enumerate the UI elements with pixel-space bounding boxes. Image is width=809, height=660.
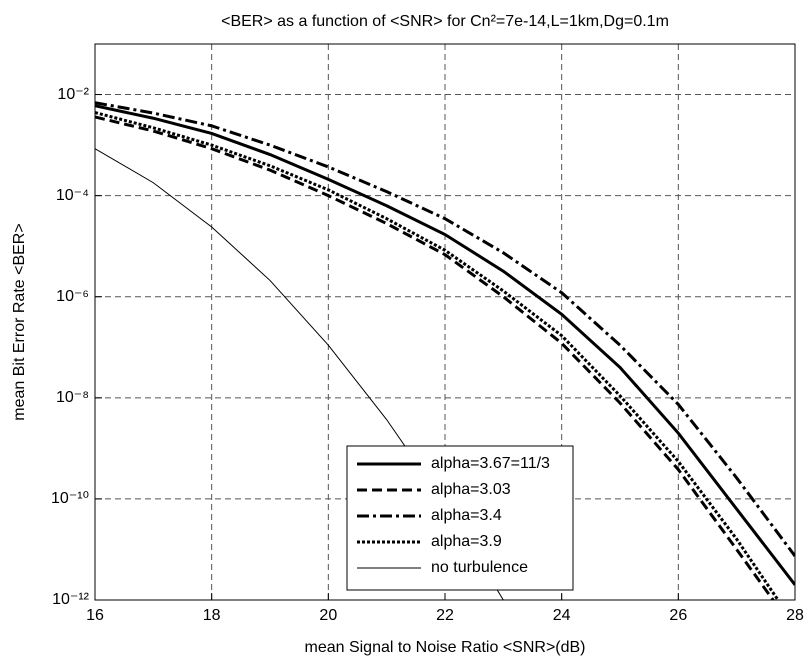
series-line [95,115,775,600]
x-tick-label: 24 [553,607,571,624]
x-axis-label: mean Signal to Noise Ratio <SNR>(dB) [304,639,585,656]
series-line [95,104,795,586]
y-tick-label: 10⁻⁸ [56,389,89,406]
x-tick-label: 28 [786,607,804,624]
x-tick-label: 22 [436,607,454,624]
series-line [95,101,795,557]
chart-title: <BER> as a function of <SNR> for Cn²=7e-… [221,13,669,30]
legend-label: alpha=3.9 [431,533,502,550]
legend-label: no turbulence [431,559,528,576]
plot-frame [94,43,796,601]
series-line [95,111,780,600]
y-tick-label: 10⁻² [57,86,89,103]
legend-label: alpha=3.4 [431,507,502,524]
y-tick-label: 10⁻¹² [52,591,90,608]
legend-label: alpha=3.67=11/3 [431,455,550,472]
x-tick-label: 26 [669,607,687,624]
y-axis-label: mean Bit Error Rate <BER> [11,223,28,420]
y-tick-label: 10⁻⁶ [56,288,89,305]
x-tick-label: 18 [203,607,221,624]
x-tick-label: 16 [86,607,104,624]
y-tick-label: 10⁻¹⁰ [51,490,89,507]
legend-label: alpha=3.03 [431,481,511,498]
legend-box [346,445,574,591]
x-tick-label: 20 [319,607,337,624]
y-tick-label: 10⁻⁴ [56,187,89,204]
